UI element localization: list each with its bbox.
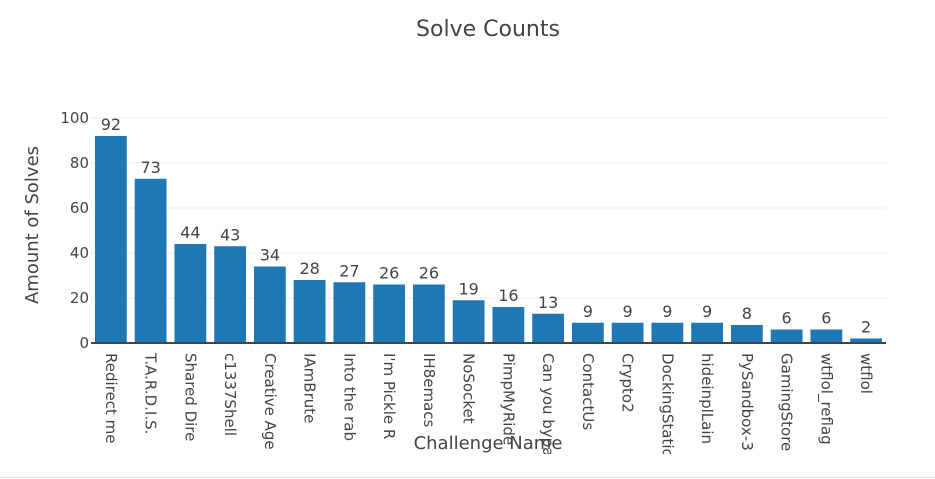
- grid-lines: [91, 117, 886, 299]
- x-tick-label: wtflol_reflag: [816, 353, 835, 445]
- data-labels: 92 73 44 43 34 28 27 26 26 19 16 13 9 9 9 9 8 6 6 2: [101, 115, 872, 337]
- x-tick-label: PySandbox-3: [738, 353, 756, 451]
- bar: [134, 178, 167, 343]
- x-tick-label: T.A.R.D.I.S.: [142, 352, 160, 434]
- bar: [412, 284, 445, 343]
- x-tick-labels: Redirect me T.A.R.D.I.S. Shared Dire c1337S…: [102, 352, 875, 472]
- data-label: 9: [583, 302, 593, 321]
- data-label: 9: [662, 302, 672, 321]
- data-label: 6: [782, 309, 792, 328]
- bar: [253, 266, 286, 343]
- x-axis-title: Challenge Name: [414, 433, 563, 454]
- bar: [492, 307, 525, 343]
- data-label: 19: [458, 279, 478, 298]
- bar: [810, 329, 843, 343]
- y-tick-labels: 0 20 40 60 80 100: [60, 109, 89, 352]
- x-tick-label: NoSocket: [460, 353, 478, 424]
- data-label: 8: [742, 304, 752, 323]
- data-label: 6: [821, 309, 831, 328]
- data-label: 28: [299, 259, 319, 278]
- x-tick-label: PimpMyRide: [499, 353, 517, 445]
- x-tick-label: Redirect me: [102, 353, 120, 443]
- x-tick-label: Into the rab: [340, 353, 358, 441]
- data-label: 2: [861, 318, 871, 337]
- bar: [452, 300, 485, 343]
- bar: [730, 325, 763, 343]
- x-tick-label: wtflol: [857, 353, 875, 394]
- data-label: 26: [379, 264, 399, 283]
- x-tick-label: I'm Pickle R: [380, 353, 398, 439]
- bar: [214, 246, 247, 343]
- bar: [174, 244, 207, 343]
- x-tick-label: DockingStation: [658, 353, 676, 467]
- y-tick-label: 20: [70, 289, 89, 307]
- x-tick-label: IAmBrute: [301, 353, 319, 423]
- x-tick-label: Creative Age: [261, 353, 279, 450]
- bar: [611, 322, 644, 343]
- x-tick-label: GamingStore: [778, 353, 796, 451]
- y-tick-label: 80: [70, 154, 89, 172]
- bar: [850, 338, 883, 343]
- x-tick-label: hideinplLain: [698, 353, 716, 444]
- bar: [691, 322, 724, 343]
- data-label: 44: [180, 223, 200, 242]
- y-tick-label: 40: [70, 244, 89, 262]
- bar: [94, 136, 127, 343]
- data-label: 9: [702, 302, 712, 321]
- y-tick-label: 0: [79, 334, 89, 352]
- data-label: 73: [140, 158, 160, 177]
- data-label: 16: [498, 286, 518, 305]
- y-tick-label: 60: [70, 199, 89, 217]
- data-label: 43: [220, 225, 240, 244]
- x-tick-label: Shared Dire: [181, 353, 199, 441]
- x-tick-label: Crypto2: [619, 353, 637, 413]
- bar: [293, 280, 326, 343]
- y-axis-title: Amount of Solves: [22, 146, 43, 304]
- data-label: 9: [623, 302, 633, 321]
- x-tick-label: Can you bypass: [539, 353, 557, 472]
- chart-title: Solve Counts: [416, 17, 560, 42]
- x-tick-label: c1337Shell: [221, 353, 239, 436]
- bar: [770, 329, 803, 343]
- bar: [532, 313, 565, 343]
- data-label: 92: [101, 115, 121, 134]
- bar: [373, 284, 406, 343]
- bar: [571, 322, 604, 343]
- data-label: 27: [339, 261, 359, 280]
- data-label: 34: [260, 246, 280, 265]
- bar: [651, 322, 684, 343]
- x-tick-label: ContactUs: [579, 353, 597, 430]
- x-tick-label: IH8emacs: [420, 353, 438, 428]
- data-label: 13: [538, 293, 558, 312]
- bars: [94, 136, 883, 343]
- bar: [333, 282, 366, 343]
- y-tick-label: 100: [60, 109, 89, 127]
- data-label: 26: [419, 264, 439, 283]
- page-divider: [0, 477, 935, 478]
